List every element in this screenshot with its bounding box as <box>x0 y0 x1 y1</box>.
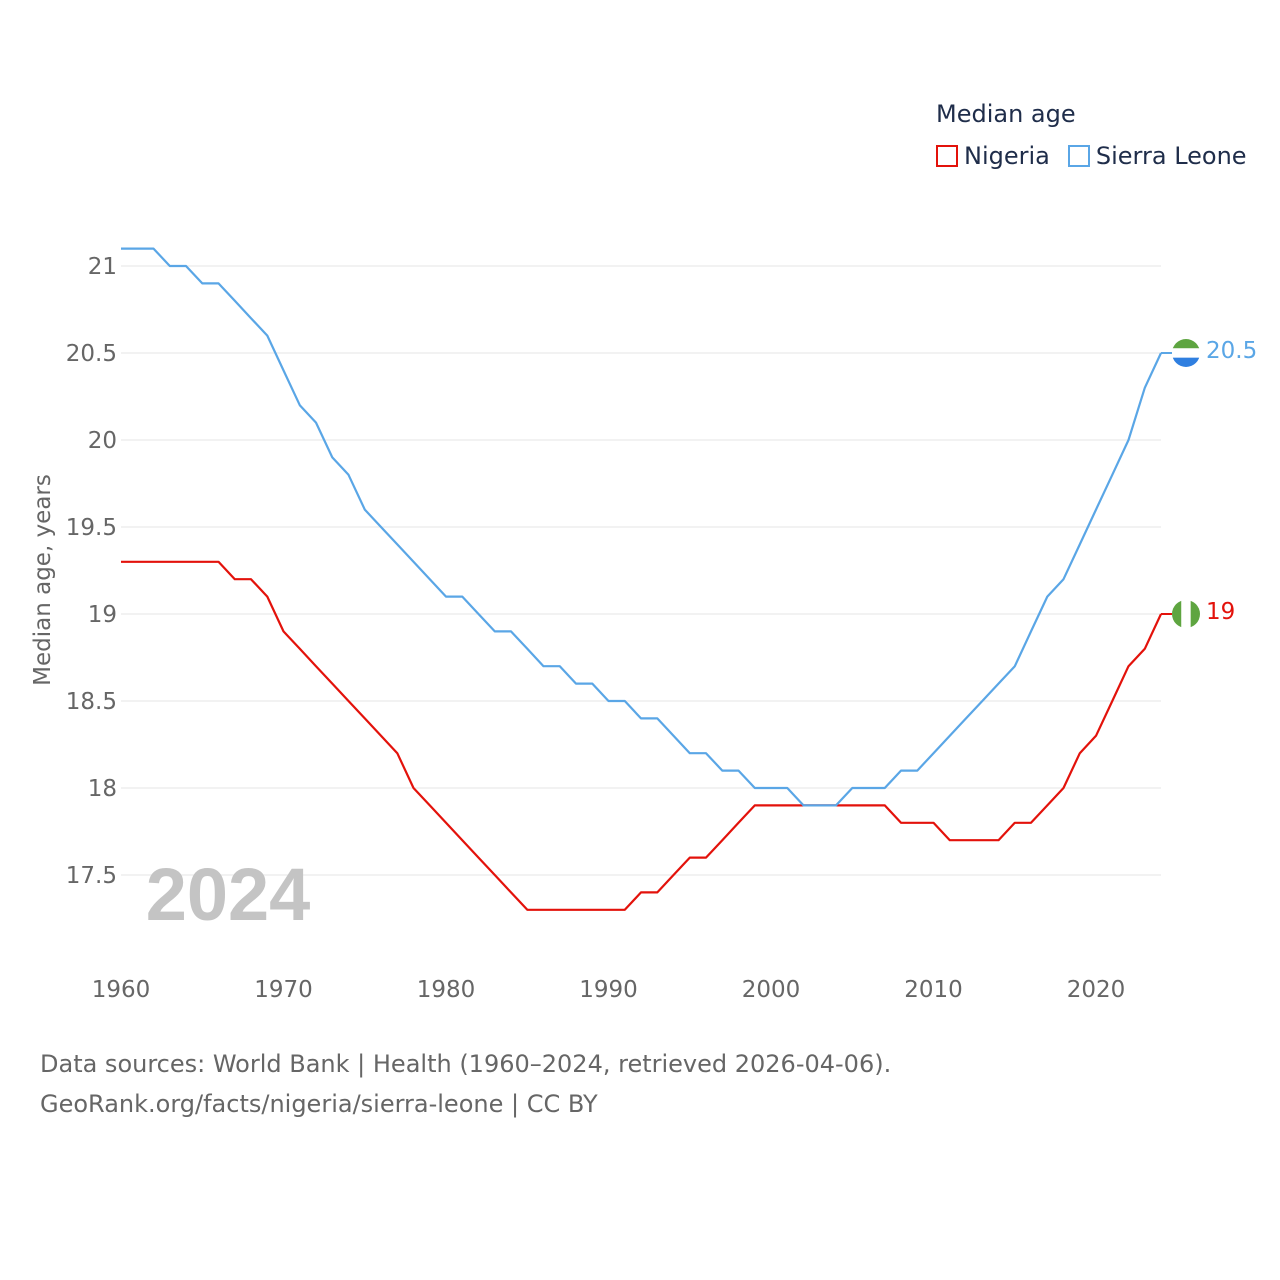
end-markers <box>1172 339 1200 628</box>
x-tick-label: 2000 <box>742 977 801 1003</box>
series-line-nigeria <box>121 560 1162 911</box>
y-tick-label: 17.5 <box>66 863 117 889</box>
attribution-link[interactable]: GeoRank.org/facts/nigeria/sierra-leone |… <box>40 1090 598 1118</box>
legend-title: Median age <box>936 100 1076 128</box>
footer: Data sources: World Bank | Health (1960–… <box>40 1044 891 1124</box>
line-chart: 17.5 18 18.5 19 19.5 20 20.5 21 1960 1970 1980 199… <box>30 247 1257 1003</box>
year-watermark: 2024 <box>146 853 311 936</box>
nigeria-swatch <box>936 145 958 167</box>
y-tick-label: 19.5 <box>66 515 117 541</box>
legend-item-nigeria[interactable]: Nigeria <box>936 142 1050 170</box>
data-sources-text: Data sources: World Bank | Health (1960–… <box>40 1050 892 1078</box>
sierra-leone-end-label: 20.5 <box>1206 338 1257 364</box>
y-tick-label: 18.5 <box>66 689 117 715</box>
legend-item-sierra-leone[interactable]: Sierra Leone <box>1067 142 1247 170</box>
nigeria-end-label: 19 <box>1206 599 1235 625</box>
gridlines <box>121 265 1161 876</box>
series-lines <box>121 247 1172 911</box>
x-tick-label: 1980 <box>417 977 476 1003</box>
x-tick-label: 1970 <box>254 977 313 1003</box>
x-tick-label: 1960 <box>92 977 151 1003</box>
series-line-sierra-leone <box>121 247 1162 807</box>
x-tick-labels: 1960 1970 1980 1990 2000 2010 2020 <box>92 977 1126 1003</box>
x-tick-label: 1990 <box>579 977 638 1003</box>
x-tick-label: 2020 <box>1067 977 1126 1003</box>
legend: Nigeria Sierra Leone <box>936 142 1265 170</box>
y-axis-label: Median age, years <box>30 474 56 686</box>
legend-label-sierra-leone: Sierra Leone <box>1095 142 1247 170</box>
sierra-leone-swatch <box>1067 145 1090 167</box>
nigeria-flag-icon <box>1172 600 1200 628</box>
sierra-leone-flag-icon <box>1172 339 1200 367</box>
x-tick-label: 2010 <box>904 977 963 1003</box>
y-tick-label: 20 <box>88 428 117 454</box>
y-tick-label: 20.5 <box>66 341 117 367</box>
y-tick-labels: 17.5 18 18.5 19 19.5 20 20.5 21 <box>66 254 117 889</box>
legend-label-nigeria: Nigeria <box>964 142 1050 170</box>
y-tick-label: 21 <box>88 254 117 280</box>
y-tick-label: 18 <box>88 776 117 802</box>
y-tick-label: 19 <box>88 602 117 628</box>
